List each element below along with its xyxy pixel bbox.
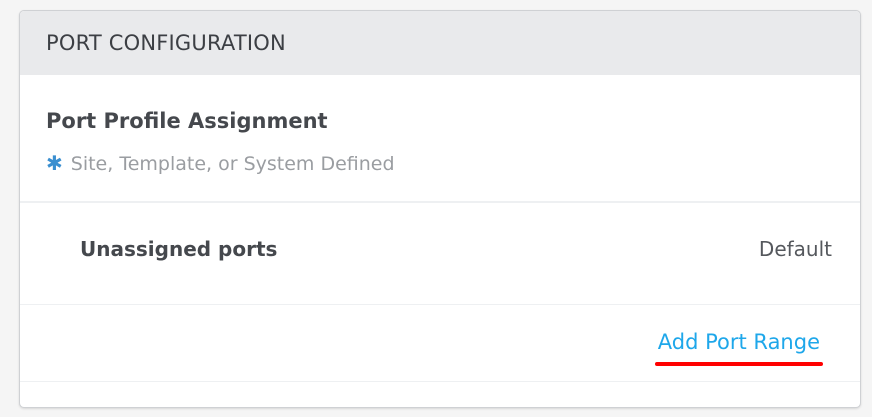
actions-row: Add Port Range	[20, 305, 860, 382]
add-port-range-link[interactable]: Add Port Range	[654, 330, 823, 366]
add-port-range-label: Add Port Range	[657, 330, 820, 354]
row-label: Unassigned ports	[80, 237, 278, 261]
port-configuration-panel: PORT CONFIGURATION Port Profile Assignme…	[19, 10, 861, 408]
panel-header: PORT CONFIGURATION	[20, 11, 860, 75]
asterisk-icon: ✱	[46, 151, 63, 175]
section-title: Port Profile Assignment	[46, 109, 328, 133]
subtitle-text: Site, Template, or System Defined	[70, 153, 395, 175]
section-subtitle: ✱ Site, Template, or System Defined	[46, 151, 395, 175]
row-value: Default	[758, 237, 832, 261]
highlight-underline	[654, 362, 823, 366]
table-row[interactable]: Unassigned ports Default	[20, 203, 860, 305]
port-profile-assignment-section: Port Profile Assignment ✱ Site, Template,…	[20, 75, 860, 203]
panel-title: PORT CONFIGURATION	[46, 31, 286, 55]
